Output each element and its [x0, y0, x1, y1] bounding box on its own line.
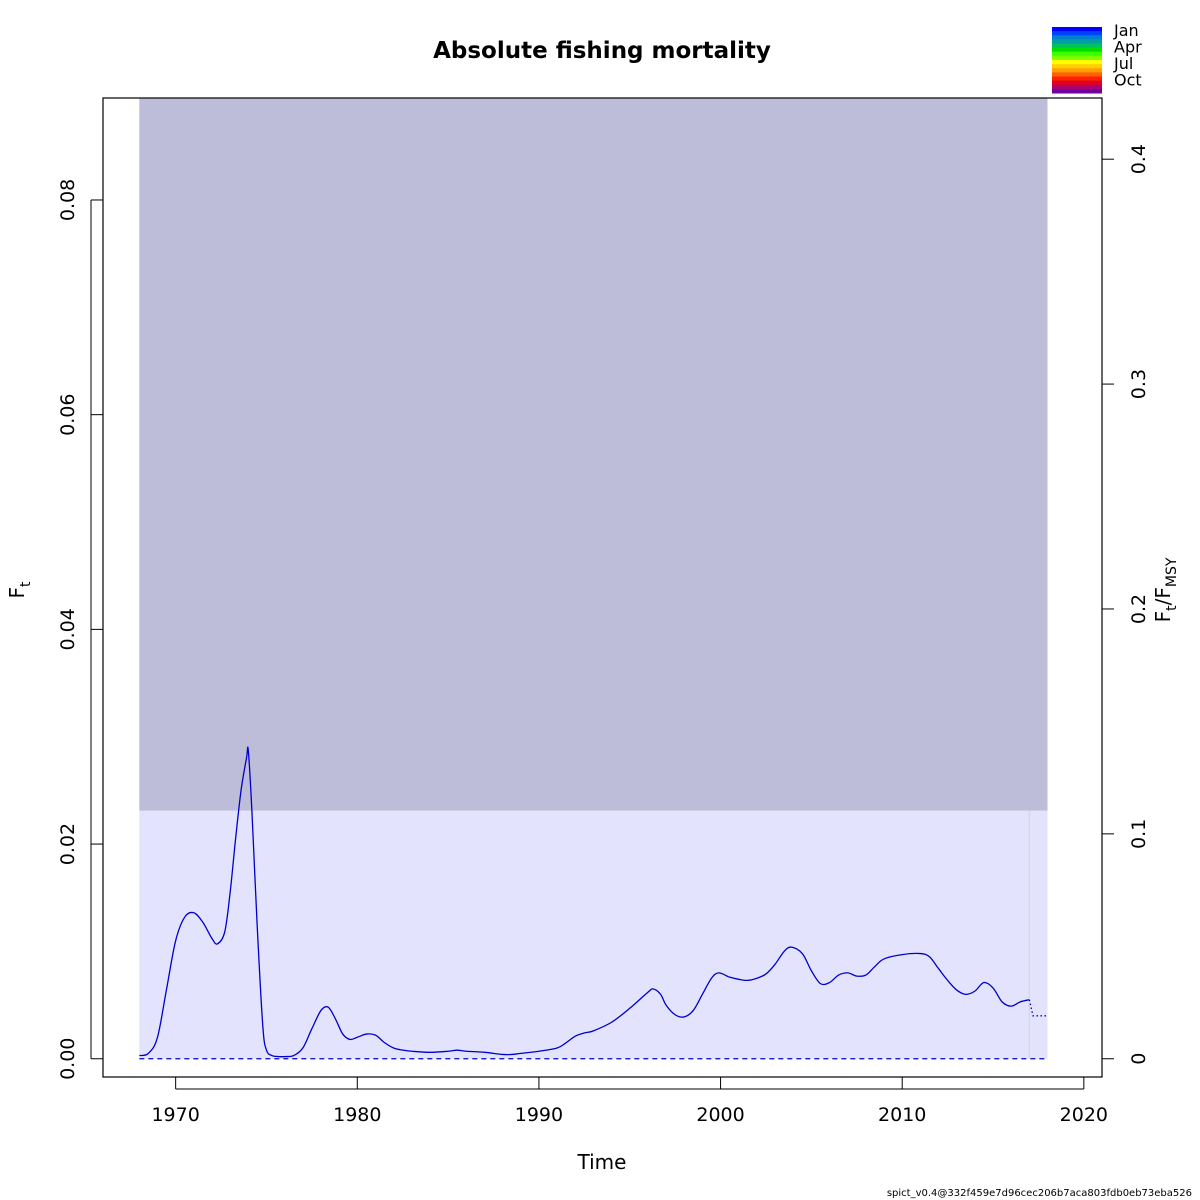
- legend-swatch: [1052, 64, 1102, 69]
- legend-swatch: [1052, 39, 1102, 44]
- fmsy-ci-band: [139, 98, 1048, 811]
- y-tick-label: 0.06: [57, 394, 79, 436]
- x-tick-label: 1990: [515, 1104, 563, 1126]
- y-axis-left: 0.00 0.02 0.04 0.06 0.08: [57, 179, 103, 1080]
- legend-swatch: [1052, 68, 1102, 73]
- footer-version: spict_v0.4@332f459e7d96cec206b7aca803fdb…: [887, 1188, 1192, 1199]
- y-axis-right-title-sep: /F: [1151, 587, 1175, 605]
- legend-swatch: [1052, 47, 1102, 53]
- right-tick-label: 0.1: [1128, 819, 1150, 849]
- y-axis-title-sub: t: [18, 581, 34, 587]
- right-tick-label: 0.2: [1128, 594, 1150, 624]
- series-line-solid: [139, 746, 1030, 1058]
- legend-swatch: [1052, 43, 1102, 49]
- y-tick-label: 0.02: [57, 823, 79, 865]
- legend-swatch: [1052, 60, 1102, 65]
- y-tick-label: 0.08: [57, 179, 79, 221]
- right-tick-label: 0: [1128, 1053, 1150, 1065]
- legend-swatch: [1052, 88, 1102, 94]
- legend-swatch: [1052, 27, 1102, 32]
- x-tick-label: 2020: [1060, 1104, 1108, 1126]
- legend-label: Oct: [1114, 71, 1142, 90]
- legend-swatch: [1052, 55, 1102, 61]
- y-axis-right-title-sub2: MSY: [1164, 557, 1180, 587]
- y-axis-title-main: F: [5, 587, 29, 599]
- x-axis-title: Time: [577, 1150, 627, 1174]
- f-ci-band: [139, 810, 1048, 1059]
- right-tick-label: 0.4: [1128, 144, 1150, 174]
- legend-label: Jul: [1113, 54, 1133, 73]
- right-tick-label: 0.3: [1128, 369, 1150, 399]
- series-line-dotted: [1028, 999, 1048, 1017]
- x-tick-label: 1980: [333, 1104, 381, 1126]
- legend-swatch: [1052, 76, 1102, 82]
- plot-frame: [102, 97, 1103, 1078]
- y-axis-title: Ft: [5, 581, 34, 599]
- y-axis-right-title-main: F: [1151, 611, 1175, 623]
- y-axis-right-title-sub1: t: [1164, 605, 1180, 611]
- y-tick-label: 0.00: [57, 1038, 79, 1080]
- legend-swatch: [1052, 51, 1102, 57]
- y-axis-right-title: Ft/FMSY: [1151, 557, 1180, 622]
- legend-swatch: [1052, 31, 1102, 36]
- x-tick-label: 2000: [696, 1104, 744, 1126]
- x-axis: 1970 1980 1990 2000 2010 2020: [151, 1077, 1108, 1126]
- y-tick-label: 0.04: [57, 608, 79, 650]
- legend-label: Jan: [1113, 21, 1139, 40]
- legend-label: Apr: [1114, 38, 1142, 57]
- x-tick-label: 2010: [878, 1104, 926, 1126]
- legend-swatch: [1052, 35, 1102, 40]
- legend-swatch: [1052, 72, 1102, 77]
- legend-swatch: [1052, 80, 1102, 86]
- series-layer: [139, 746, 1048, 1060]
- legend-swatch: [1052, 84, 1102, 90]
- bands-layer: [139, 98, 1048, 1059]
- x-tick-label: 1970: [151, 1104, 199, 1126]
- y-axis-right: 0 0.1 0.2 0.3 0.4: [1102, 144, 1150, 1065]
- chart-title: Absolute fishing mortality: [433, 38, 771, 64]
